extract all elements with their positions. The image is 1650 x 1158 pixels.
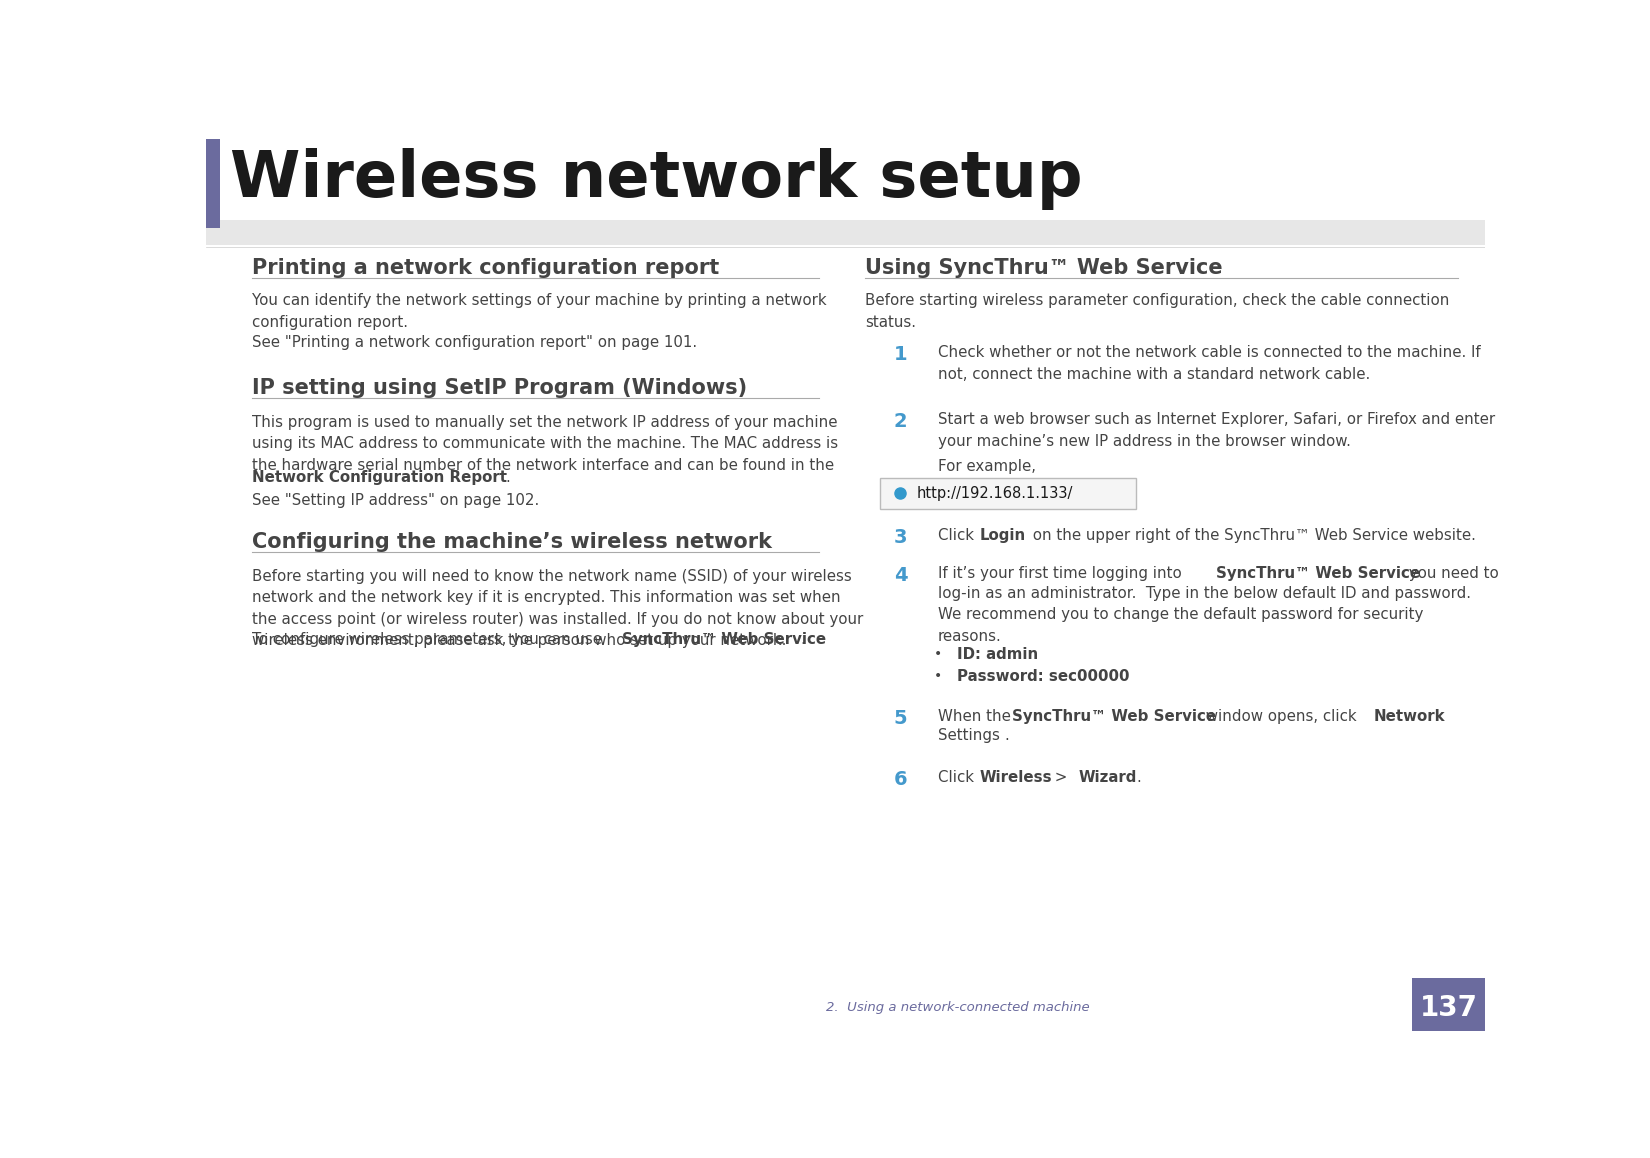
Text: Printing a network configuration report: Printing a network configuration report	[252, 258, 719, 278]
Bar	[1412, 979, 1485, 1031]
Text: .: .	[1005, 728, 1008, 743]
Text: If it’s your first time logging into: If it’s your first time logging into	[937, 566, 1186, 581]
Bar	[206, 139, 219, 227]
Text: 137: 137	[1419, 994, 1478, 1021]
Text: See "Setting IP address" on page 102.: See "Setting IP address" on page 102.	[252, 493, 540, 508]
Text: Before starting you will need to know the network name (SSID) of your wireless
n: Before starting you will need to know th…	[252, 569, 863, 648]
Text: Network Configuration Report: Network Configuration Report	[252, 470, 507, 485]
Text: See "Printing a network configuration report" on page 101.: See "Printing a network configuration re…	[252, 336, 698, 351]
Text: ID: admin: ID: admin	[957, 647, 1038, 662]
Text: This program is used to manually set the network IP address of your machine
usin: This program is used to manually set the…	[252, 415, 838, 472]
Text: Configuring the machine’s wireless network: Configuring the machine’s wireless netwo…	[252, 532, 772, 551]
Text: 2: 2	[894, 412, 908, 431]
Text: IP setting using SetIP Program (Windows): IP setting using SetIP Program (Windows)	[252, 378, 747, 397]
Text: To configure wireless parameters, you can use: To configure wireless parameters, you ca…	[252, 632, 607, 647]
Text: .: .	[1135, 770, 1140, 785]
Text: http://192.168.1.133/: http://192.168.1.133/	[916, 485, 1072, 500]
Text: 4: 4	[894, 566, 908, 585]
Text: Using SyncThru™ Web Service: Using SyncThru™ Web Service	[865, 258, 1223, 278]
Text: .: .	[800, 632, 805, 647]
Text: When the: When the	[937, 709, 1015, 724]
Text: 5: 5	[894, 709, 908, 727]
Text: Wireless network setup: Wireless network setup	[229, 148, 1082, 211]
Text: 2.  Using a network-connected machine: 2. Using a network-connected machine	[827, 1001, 1089, 1014]
Text: You can identify the network settings of your machine by printing a network
conf: You can identify the network settings of…	[252, 293, 827, 330]
Text: SyncThru™ Web Service: SyncThru™ Web Service	[1216, 566, 1421, 581]
Text: .: .	[505, 470, 510, 485]
Bar	[881, 478, 1137, 508]
Text: •: •	[934, 668, 942, 683]
Text: Before starting wireless parameter configuration, check the cable connection
sta: Before starting wireless parameter confi…	[865, 293, 1449, 330]
Text: 1: 1	[894, 345, 908, 365]
Text: Start a web browser such as Internet Explorer, Safari, or Firefox and enter
your: Start a web browser such as Internet Exp…	[937, 412, 1495, 449]
Text: you need to: you need to	[1404, 566, 1500, 581]
Text: Click: Click	[937, 770, 978, 785]
Text: 3: 3	[894, 528, 908, 547]
Text: Check whether or not the network cable is connected to the machine. If
not, conn: Check whether or not the network cable i…	[937, 345, 1480, 382]
Text: Wireless: Wireless	[980, 770, 1053, 785]
Bar	[206, 139, 1485, 227]
Text: Password: sec00000: Password: sec00000	[957, 668, 1129, 683]
Text: on the upper right of the SyncThru™ Web Service website.: on the upper right of the SyncThru™ Web …	[1028, 528, 1477, 543]
Text: SyncThru™ Web Service: SyncThru™ Web Service	[622, 632, 827, 647]
Text: Login: Login	[980, 528, 1026, 543]
Text: >: >	[1051, 770, 1072, 785]
Text: Click: Click	[937, 528, 978, 543]
Bar	[206, 220, 1485, 245]
Text: For example,: For example,	[937, 459, 1036, 474]
Text: Settings: Settings	[937, 728, 1000, 743]
Text: Wizard: Wizard	[1079, 770, 1137, 785]
Text: log-in as an administrator.  Type in the below default ID and password.
We recom: log-in as an administrator. Type in the …	[937, 586, 1470, 644]
Text: •: •	[934, 647, 942, 661]
Text: Network: Network	[1374, 709, 1445, 724]
Text: window opens, click: window opens, click	[1201, 709, 1361, 724]
Text: 6: 6	[894, 770, 908, 790]
Text: SyncThru™ Web Service: SyncThru™ Web Service	[1011, 709, 1216, 724]
